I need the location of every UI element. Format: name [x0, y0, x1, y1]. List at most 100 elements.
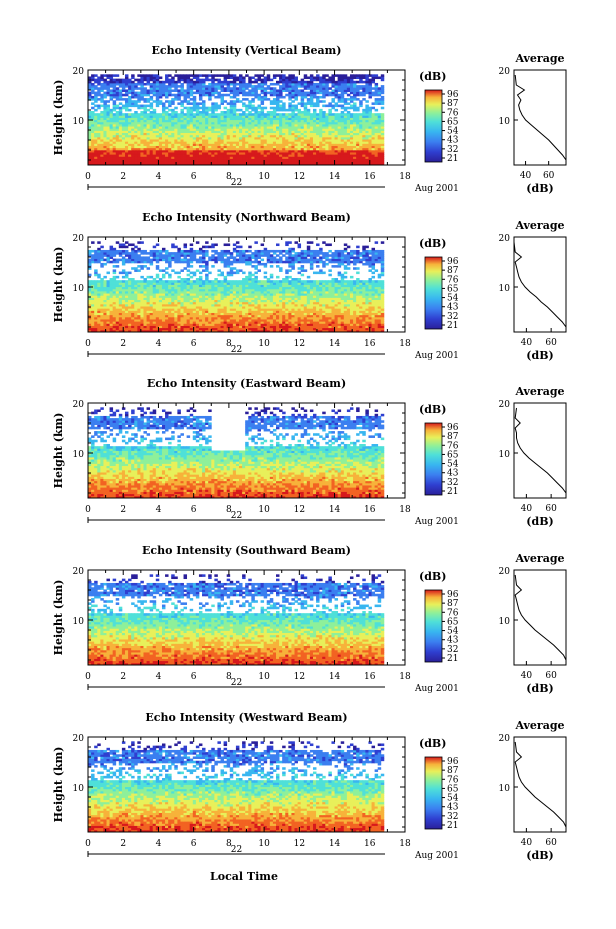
heatmap-cell	[343, 160, 348, 164]
heatmap-cell	[282, 141, 286, 144]
heatmap-cell	[337, 143, 342, 146]
heatmap-cell	[118, 89, 123, 92]
heatmap-cell	[186, 128, 191, 131]
heatmap-cell	[94, 91, 98, 95]
heatmap-cell	[288, 136, 292, 140]
heatmap-cell	[276, 141, 280, 144]
heatmap-cell	[177, 130, 181, 134]
heatmap-cell	[106, 100, 110, 103]
heatmap-cell	[245, 74, 249, 77]
heatmap-cell	[192, 130, 197, 134]
heatmap-cell	[88, 149, 92, 153]
heatmap-cell	[349, 95, 354, 99]
heatmap-cell	[368, 149, 372, 153]
heatmap-cell	[88, 126, 92, 129]
heatmap-cell	[334, 139, 339, 142]
heatmap-cell	[103, 134, 107, 138]
heatmap-cell	[340, 160, 345, 164]
heatmap-cell	[217, 123, 221, 127]
heatmap-cell	[192, 156, 197, 159]
heatmap-cell	[343, 143, 348, 146]
heatmap-cell	[374, 156, 379, 159]
heatmap-cell	[124, 119, 129, 123]
heatmap-cell	[158, 162, 163, 166]
heatmap-cell	[257, 156, 261, 159]
heatmap-cell	[309, 149, 314, 153]
heatmap-cell	[143, 152, 147, 155]
heatmap-cell	[349, 156, 354, 159]
heatmap-cell	[94, 134, 98, 138]
heatmap-cell	[168, 162, 172, 166]
heatmap-cell	[205, 126, 209, 129]
heatmap-cell	[103, 136, 107, 140]
heatmap-cell	[88, 123, 92, 127]
heatmap-cell	[291, 154, 295, 157]
heatmap-cell	[272, 134, 277, 138]
heatmap-cell	[100, 156, 104, 159]
heatmap-cell	[118, 149, 123, 153]
heatmap-cell	[303, 128, 308, 131]
heatmap-cell	[331, 89, 335, 92]
heatmap-cell	[229, 160, 234, 164]
heatmap-cell	[276, 132, 280, 136]
heatmap-cell	[202, 156, 206, 159]
heatmap-cell	[174, 106, 178, 110]
heatmap-cell	[229, 100, 234, 103]
heatmap-cell	[269, 87, 274, 90]
heatmap-cell	[346, 111, 351, 114]
heatmap-cell	[137, 104, 141, 108]
heatmap-cell	[303, 158, 308, 162]
heatmap-cell	[180, 158, 184, 162]
heatmap-cell	[248, 123, 252, 127]
heatmap-cell	[257, 104, 261, 108]
heatmap-cell	[103, 74, 107, 77]
heatmap-cell	[260, 126, 265, 129]
heatmap-cell	[279, 147, 283, 151]
heatmap-cell	[118, 141, 123, 144]
heatmap-cell	[288, 139, 292, 142]
heatmap-cell	[297, 143, 302, 146]
heatmap-cell	[337, 134, 342, 138]
heatmap-cell	[353, 80, 357, 84]
heatmap-cell	[152, 121, 157, 125]
heatmap-cell	[260, 158, 265, 162]
y-axis-label: Height (km)	[52, 80, 65, 156]
heatmap-cell	[226, 141, 231, 144]
heatmap-cell	[161, 132, 166, 136]
heatmap-cell	[226, 154, 231, 157]
heatmap-cell	[309, 160, 314, 164]
heatmap-cell	[214, 147, 218, 151]
heatmap-cell	[251, 134, 255, 138]
heatmap-cell	[198, 156, 203, 159]
heatmap-cell	[334, 143, 339, 146]
heatmap-cell	[211, 130, 215, 134]
heatmap-cell	[263, 152, 268, 155]
heatmap-cell	[309, 158, 314, 162]
heatmap-cell	[374, 158, 379, 162]
heatmap-cell	[134, 111, 138, 114]
heatmap-cell	[365, 121, 369, 125]
heatmap-cell	[168, 156, 172, 159]
heatmap-cell	[285, 158, 289, 162]
heatmap-cell	[118, 136, 123, 140]
heatmap-cell	[331, 130, 335, 134]
heatmap-cell	[112, 141, 117, 144]
heatmap-cell	[211, 102, 215, 105]
heatmap-cell	[257, 154, 261, 157]
heatmap-cell	[328, 141, 332, 144]
heatmap-cell	[152, 123, 157, 127]
heatmap-cell	[365, 141, 369, 144]
heatmap-cell	[103, 158, 107, 162]
heatmap-cell	[319, 108, 323, 112]
heatmap-cell	[106, 162, 110, 166]
heatmap-cell	[106, 136, 110, 140]
heatmap-cell	[165, 149, 169, 153]
heatmap-cell	[356, 139, 360, 142]
heatmap-cell	[214, 136, 218, 140]
heatmap-cell	[365, 128, 369, 131]
heatmap-cell	[100, 74, 104, 77]
heatmap-cell	[239, 139, 243, 142]
heatmap-cell	[319, 136, 323, 140]
heatmap-cell	[266, 123, 271, 127]
heatmap-cell	[137, 145, 141, 149]
